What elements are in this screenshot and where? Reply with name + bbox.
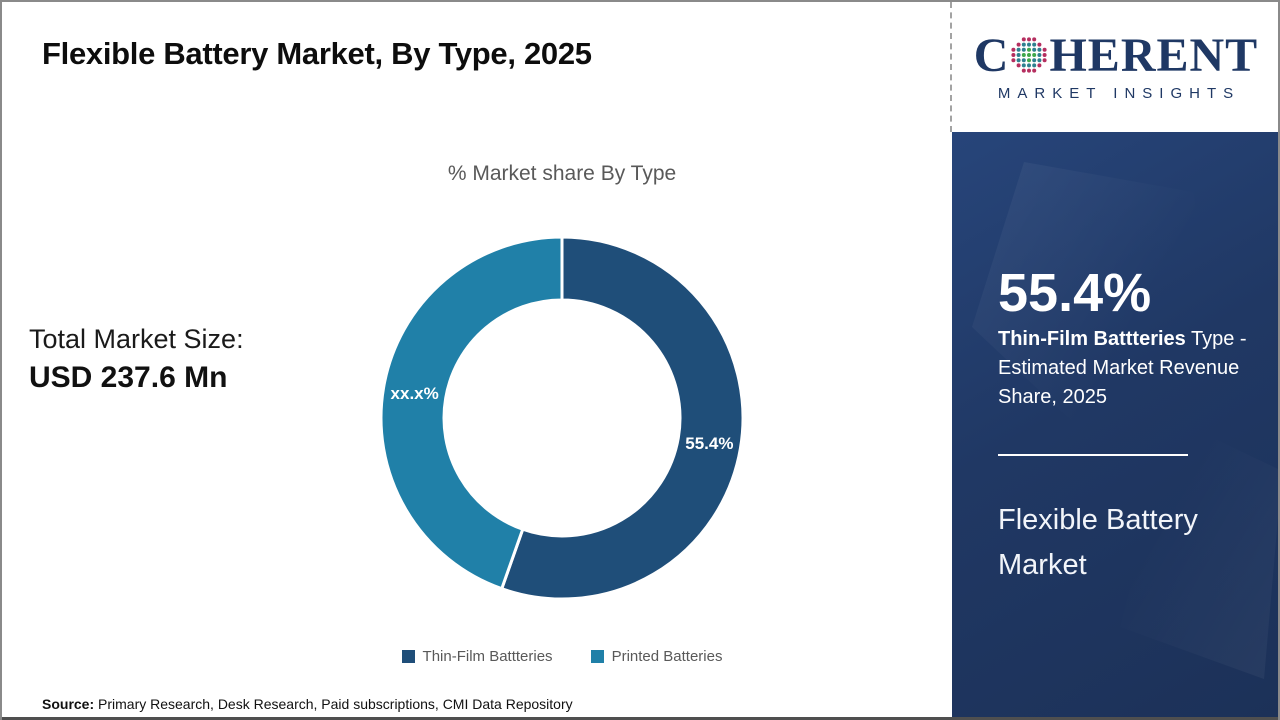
- slice-value-label-1: xx.x%: [391, 384, 439, 403]
- brand-tagline: MARKET INSIGHTS: [997, 85, 1241, 102]
- source-text: Primary Research, Desk Research, Paid su…: [94, 696, 573, 712]
- total-market-label: Total Market Size:: [29, 324, 244, 354]
- legend-item-0: Thin-Film Battteries: [401, 648, 553, 665]
- chart-subtitle: % Market share By Type: [447, 162, 677, 185]
- slice-value-label-0: 55.4%: [685, 434, 733, 453]
- coherent-globe-icon: [1011, 37, 1048, 73]
- panel-divider: [998, 454, 1188, 456]
- highlight-stat-value: 55.4%: [998, 263, 1152, 323]
- legend-item-1: Printed Batteries: [590, 648, 723, 665]
- highlight-side-panel: 55.4% Thin-Film Battteries Type - Estima…: [952, 132, 1278, 719]
- highlight-stat-rest: Type - Estimated Market Revenue Share, 2…: [998, 328, 1247, 408]
- brand-letters-rest: HERENT: [1049, 29, 1259, 82]
- brand-logo: C HERENT: [974, 32, 1258, 80]
- legend-label: Printed Batteries: [611, 648, 723, 665]
- donut-chart: 55.4% xx.x%: [372, 228, 752, 608]
- legend-swatch-icon: [401, 650, 415, 663]
- highlight-stat-segment: Thin-Film Battteries: [998, 328, 1186, 350]
- source-note: Source: Primary Research, Desk Research,…: [42, 696, 573, 712]
- bottom-rule: [2, 717, 1278, 720]
- highlight-stat-description: Thin-Film Battteries Type - Estimated Ma…: [998, 325, 1252, 412]
- total-market-value: USD 237.6 Mn: [29, 361, 228, 394]
- total-market-size: Total Market Size: USD 237.6 Mn: [29, 324, 244, 395]
- legend-label: Thin-Film Battteries: [422, 648, 553, 665]
- chart-legend: Thin-Film Battteries Printed Batteries: [212, 648, 912, 665]
- donut-slice-0: [499, 235, 745, 601]
- source-label: Source:: [42, 696, 95, 712]
- legend-swatch-icon: [590, 650, 604, 663]
- brand-logo-box: C HERENT MARKET INSIGHTS: [950, 2, 1278, 132]
- donut-slice-1: [379, 235, 564, 591]
- donut-chart-svg: 55.4% xx.x%: [379, 235, 745, 601]
- panel-market-name: Flexible Battery Market: [998, 504, 1198, 581]
- brand-letter-c: C: [973, 29, 1010, 82]
- page-title: Flexible Battery Market, By Type, 2025: [42, 36, 592, 71]
